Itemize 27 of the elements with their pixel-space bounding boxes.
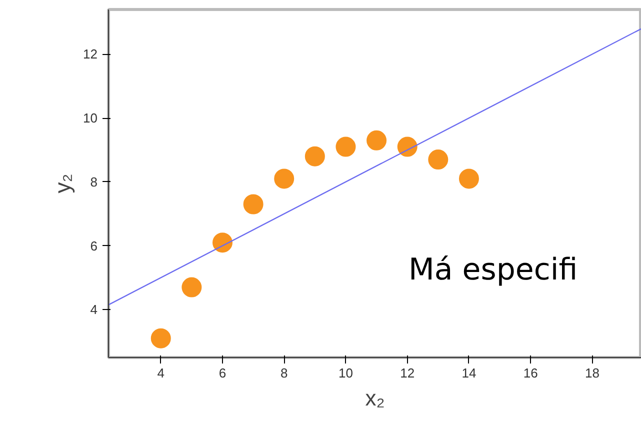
point [212,232,232,253]
x-tick-label: 6 [218,366,226,380]
x-tick-label: 10 [338,366,353,380]
y-tick-label: 6 [90,238,98,254]
point [366,130,387,150]
point [304,146,325,166]
point [243,194,264,214]
x-tick-label: 14 [462,366,476,380]
y-tick-label: 12 [83,46,98,62]
annotation: Má especifi [408,252,578,288]
point [274,168,294,189]
x-tick-label: 4 [157,366,164,380]
y-tick-label: 8 [90,174,98,190]
x-tick-label: 16 [523,366,538,380]
point [428,150,448,170]
point [150,328,171,348]
y-tick-label: 10 [83,110,98,126]
y-tick-label: 4 [90,302,98,318]
point [182,277,202,298]
x-tick-label: 12 [400,366,415,380]
y-axis-title: y₂ [50,174,76,194]
point [458,168,479,189]
point [397,136,418,157]
point [336,136,356,157]
x-tick-label: 8 [280,366,288,380]
x-axis-title: x₂ [365,386,385,410]
x-tick-label: 18 [584,366,600,380]
